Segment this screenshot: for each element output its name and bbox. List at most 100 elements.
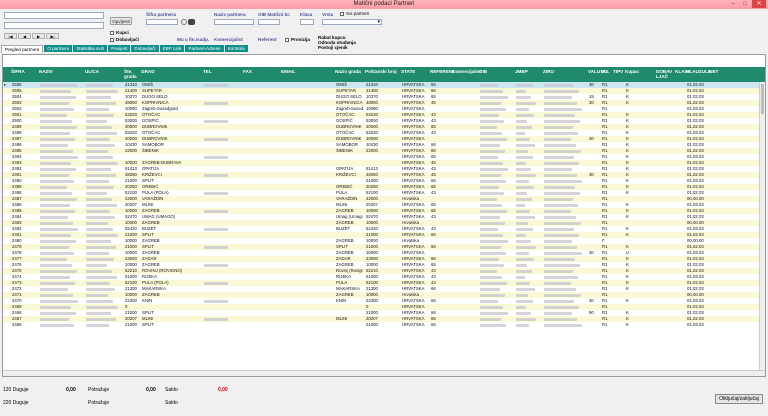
- table-row[interactable]: 2470 22300 KNIN KNIN 22300 HRVATSKA 66 30 R1 K 01.…: [3, 298, 765, 304]
- table-row[interactable]: 2489 20250 OREBIĆ OREBIĆ 20250 HRVATSKA 65 R1 K 0…: [3, 184, 765, 190]
- table-row[interactable]: 2481 21000 SPLIT 21000 HRVATSKA 66 R1 K 01.02.03: [3, 232, 765, 238]
- column-header[interactable]: OIB: [479, 69, 488, 74]
- column-header[interactable]: REFERENT: [430, 69, 455, 74]
- last-record-button[interactable]: ▶|: [46, 33, 59, 39]
- svi-partneri-checkbox[interactable]: Svi partneri: [340, 11, 369, 16]
- prev-record-button[interactable]: ◀: [18, 33, 31, 39]
- column-header[interactable]: DOBAV LJAČ: [656, 69, 673, 79]
- table-row[interactable]: 2475 52210 ROVINJ (ROVIGNO) Rovinj (Rovigno…: [3, 268, 765, 274]
- table-row[interactable]: 2500 53000 GOSPIĆ GOSPIĆ 53000 HRVATSKA 43 R1 K 0…: [3, 118, 765, 124]
- table-row[interactable]: 2469 0 0 HRVATSKA R1 01.02.03: [3, 304, 765, 310]
- column-header[interactable]: TIPV: [613, 69, 624, 74]
- table-row[interactable]: 2504 10370 DUGO SELO DUGO SELO 10370 HRVATSKA…: [3, 94, 765, 100]
- column-header[interactable]: ŠIFRA: [11, 69, 25, 74]
- lookup-icon[interactable]: [181, 19, 187, 25]
- table-row[interactable]: 2483 10000 ZAGREB ZAGREB 10000 Hrvatska R1 00.0…: [3, 220, 765, 226]
- table-row[interactable]: 2499 20000 DUBROVNIK DUBROVNIK 20000 HRVATSKA…: [3, 124, 765, 130]
- column-header[interactable]: KLASA: [675, 69, 691, 74]
- table-row[interactable]: 2492 51413 OPATIJA OPATIJA 51413 HRVATSKA 43 R1…: [3, 166, 765, 172]
- tab-partneri-adrese[interactable]: Partneri-Adrese: [185, 45, 224, 52]
- column-header[interactable]: Naziv grada: [335, 69, 361, 74]
- table-row[interactable]: 2490 21000 SPLIT 21000 HRVATSKA 66 R1 K 01.02.03: [3, 178, 765, 184]
- column-header[interactable]: JMBP: [515, 69, 528, 74]
- column-header[interactable]: KLAUZULA: [686, 69, 712, 74]
- table-row[interactable]: 250210090Zagreb-SusedgradZagreb-Susedgra…: [3, 106, 765, 112]
- first-record-button[interactable]: |◀: [4, 33, 17, 39]
- column-header[interactable]: NAZIV: [39, 69, 53, 74]
- naziv-input[interactable]: [214, 19, 254, 25]
- kupci-checkbox[interactable]: Kupci: [110, 30, 129, 35]
- vertical-scrollbar[interactable]: [759, 82, 765, 371]
- table-row[interactable]: 2494 HRVATSKA 65 R1 K 01.02.03: [3, 154, 765, 160]
- column-header[interactable]: INET: [708, 69, 719, 74]
- column-header[interactable]: TEL: [203, 69, 212, 74]
- column-header[interactable]: GRAD: [141, 69, 155, 74]
- column-header[interactable]: STATE: [401, 69, 416, 74]
- next-record-button[interactable]: ▶: [32, 33, 45, 39]
- table-row[interactable]: 2498 53220 OTOČAC OTOČAC 53220 HRVATSKA 43 R1 K 0…: [3, 130, 765, 136]
- horizontal-scrollbar[interactable]: [3, 370, 765, 376]
- search-input[interactable]: [4, 12, 104, 19]
- scroll-thumb[interactable]: [761, 84, 764, 114]
- column-header[interactable]: ZIRO: [543, 69, 554, 74]
- table-row[interactable]: 2472 21300 MAKARSKA MAKARSKA 21300 HRVATSKA 66…: [3, 286, 765, 292]
- table-row[interactable]: 2487 42000 VARAŽDIN VARAŽDIN 42000 Hrvatska R1…: [3, 196, 765, 202]
- column-header[interactable]: FAX: [243, 69, 252, 74]
- column-header[interactable]: Šte. grada: [124, 69, 137, 79]
- close-icon[interactable]: ✕: [752, 0, 766, 8]
- binoculars-icon[interactable]: [188, 19, 195, 25]
- table-row[interactable]: 2476 10000 ZAGREB ZAGREB 10000 HRVATSKA 65 R1 K 0…: [3, 262, 765, 268]
- table-row[interactable]: 2466 21000 SPLIT 21000 HRVATSKA 66 R1 K 01.02.03: [3, 322, 765, 328]
- klasa-input[interactable]: [300, 19, 314, 25]
- sifra-input[interactable]: [146, 19, 178, 25]
- table-row[interactable]: 2496 10430 SAMOBOR SAMOBOR 10430 HRVATSKA 66 R1…: [3, 142, 765, 148]
- table-row[interactable]: 2478 10000 ZAGREB ZAGREB 10000 HRVATSKA 30 R1 U 0…: [3, 250, 765, 256]
- tab-ebp-link[interactable]: EBP Link: [159, 45, 185, 52]
- opvijesti-button[interactable]: Opvijesti: [110, 17, 132, 25]
- tab-pregled[interactable]: Pregled partnera: [1, 45, 44, 53]
- table-row[interactable]: 2473 52100 PULA (POLA) PULA 52100 HRVATSKA 43 R…: [3, 280, 765, 286]
- tab-o-partneru[interactable]: O partneru: [44, 45, 73, 52]
- table-row[interactable]: 2505 21400 SUPETAR SUPETAR 21400 HRVATSKA 66 R1…: [3, 88, 765, 94]
- table-row[interactable]: 2484 52470 UMAG (UMAGO) Umag (Umago) 52470 HR…: [3, 214, 765, 220]
- table-row[interactable]: 2480 10000 ZAGREB ZAGREB 10000 Hrvatska F 00.00…: [3, 238, 765, 244]
- column-header[interactable]: EMAIL: [281, 69, 296, 74]
- tab-povijest[interactable]: Povijest: [108, 45, 131, 52]
- table-row[interactable]: 2477 23000 ZADAR ZADAR 23000 HRVATSKA 66 R1 K 01.…: [3, 256, 765, 262]
- tab-dobavljaci[interactable]: Dobavljači: [131, 45, 159, 52]
- table-row[interactable]: 2468 21000 SPLIT 21000 HRVATSKA 66 90 R1 K 01.02.…: [3, 310, 765, 316]
- table-row[interactable]: 2501 53220 OTOČAC OTOČAC 53220 HRVATSKA 43 R1 K 0…: [3, 112, 765, 118]
- table-row[interactable]: ▸ 2506 21310 OMIŠ OMIŠ 21310 HRVATSKA 66 30 R1 K 01…: [3, 82, 765, 88]
- column-header[interactable]: VALUTA: [588, 69, 606, 74]
- dobavljaci-checkbox[interactable]: Dobavljači: [110, 37, 139, 42]
- table-row[interactable]: 2482 52420 BUZET BUZET 52420 HRVATSKA 43 R1 K 01.…: [3, 226, 765, 232]
- tab-kontrola[interactable]: Kontrola: [224, 45, 248, 52]
- redacted-cell: [40, 143, 68, 147]
- tab-statistika[interactable]: Statistika svih: [73, 45, 108, 52]
- vrsta-select[interactable]: ▾: [322, 19, 382, 25]
- oib-input[interactable]: [258, 19, 280, 25]
- column-header[interactable]: Kupac: [625, 69, 640, 74]
- table-row[interactable]: 2491 48260 KRIŽEVCI KRIŽEVCI 48260 HRVATSKA 45…: [3, 172, 765, 178]
- table-row[interactable]: 2474 51000 RIJEKA RIJEKA 51000 HRVATSKA 43 R1 K 0…: [3, 274, 765, 280]
- table-row[interactable]: 2493 10000 ZAGREB-DUBRAVA HRVATSKA 45 R1 K 01.0…: [3, 160, 765, 166]
- table-row[interactable]: 2485 10000 ZAGREB ZAGREB 10000 HRVATSKA 65 R1 K 0…: [3, 208, 765, 214]
- table-row[interactable]: 2497 20000 DUBROVNIK DUBROVNIK 20000 HRVATSKA…: [3, 136, 765, 142]
- provizija-checkbox[interactable]: Provizija: [285, 37, 310, 42]
- table-row[interactable]: 2479 21000 SPLIT SPLIT 21000 HRVATSKA 66 R1 K 01.…: [3, 244, 765, 250]
- table-row[interactable]: 2471 10000 ZAGREB ZAGREB 10000 Hrvatska R1 00.0…: [3, 292, 765, 298]
- column-header[interactable]: Komercijalist: [452, 69, 481, 74]
- column-header[interactable]: ULICA: [85, 69, 100, 74]
- table-row[interactable]: 2495 22000 ŠIBENIK ŠIBENIK 22000 HRVATSKA 66 R1…: [3, 148, 765, 154]
- column-header[interactable]: Poštanski broj: [365, 69, 397, 74]
- minimize-icon[interactable]: –: [731, 1, 735, 7]
- secondary-input[interactable]: [4, 22, 104, 29]
- column-header[interactable]: VIS.: [601, 69, 610, 74]
- lock-unlock-button[interactable]: Otključaj/zaključaj: [715, 394, 763, 404]
- maximize-icon[interactable]: □: [743, 1, 747, 7]
- table-row[interactable]: 2488 52100 PULA (POLA) PULA 52100 HRVATSKA 43 R…: [3, 190, 765, 196]
- partners-grid[interactable]: ŠIFRA NAZIV ULICA Šte. grada GRAD TEL FAX EMAIL…: [2, 54, 766, 377]
- table-row[interactable]: 2503 48000 KOPRIVNICA KOPRIVNICA 48000 HRVATS…: [3, 100, 765, 106]
- table-row[interactable]: 2467 20207 MLINI MLINI 20207 HRVATSKA 65 R1 K 01.…: [3, 316, 765, 322]
- table-row[interactable]: 2486 20207 MLINI MLINI 20207 HRVATSKA 65 R1 K 01.…: [3, 202, 765, 208]
